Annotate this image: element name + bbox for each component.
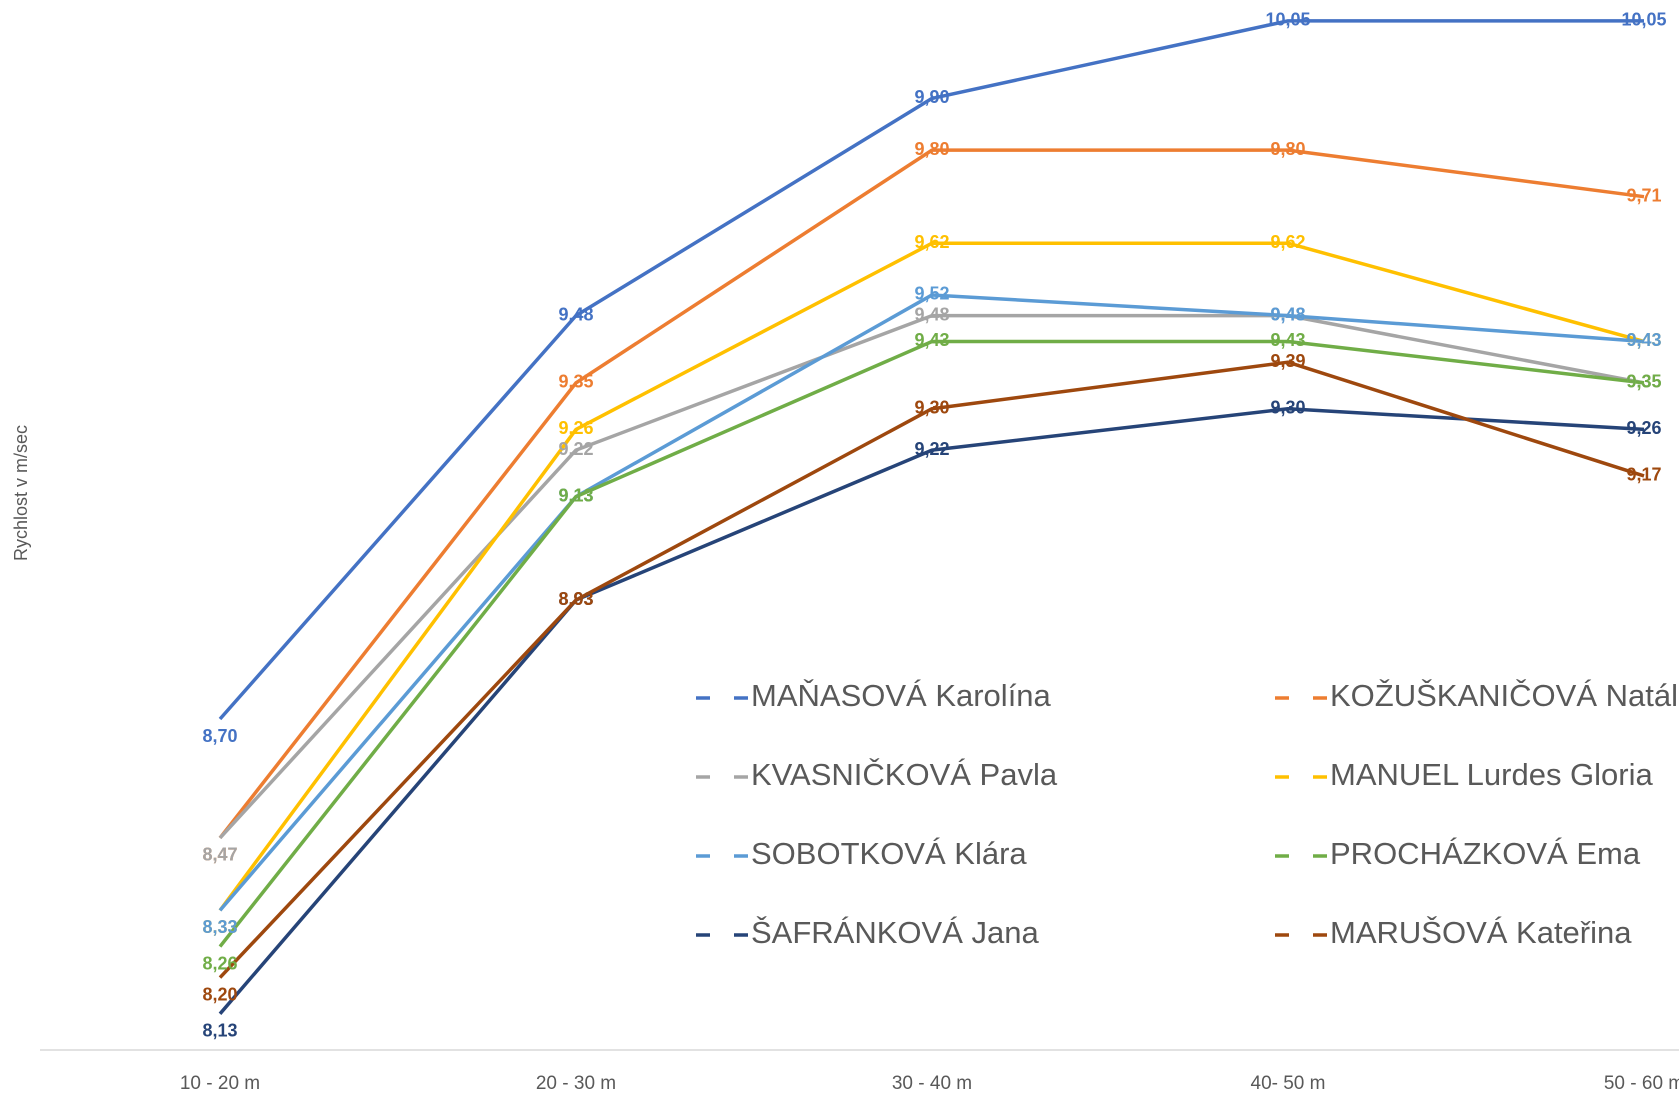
data-label: 9,43 — [1626, 330, 1661, 350]
data-label: 9,22 — [914, 439, 949, 459]
legend-label: ŠAFRÁNKOVÁ Jana — [751, 915, 1039, 950]
data-label: 9,26 — [1626, 418, 1661, 438]
x-tick-label: 20 - 30 m — [536, 1073, 616, 1094]
legend-label: KOŽUŠKANIČOVÁ Natálie — [1330, 678, 1679, 713]
data-label: 8,93 — [558, 589, 593, 609]
data-label: 9,52 — [914, 284, 949, 304]
data-label: 8,13 — [202, 1021, 237, 1041]
x-tick-label: 10 - 20 m — [180, 1073, 260, 1094]
data-label: 10,05 — [1265, 10, 1310, 30]
data-label: 9,13 — [558, 485, 593, 505]
data-label: 9,62 — [914, 232, 949, 252]
data-label: 9,39 — [1270, 351, 1305, 371]
data-label: 9,35 — [1626, 372, 1661, 392]
data-label: 9,48 — [914, 304, 949, 324]
data-label: 9,35 — [558, 372, 593, 392]
data-label: 10,05 — [1621, 10, 1666, 30]
legend-label: SOBOTKOVÁ Klára — [751, 836, 1027, 871]
data-label: 9,43 — [1270, 330, 1305, 350]
legend-label: PROCHÁZKOVÁ Ema — [1330, 836, 1641, 871]
data-label: 8,20 — [202, 984, 237, 1004]
data-label: 9,30 — [914, 397, 949, 417]
data-label: 9,17 — [1626, 465, 1661, 485]
legend-label: MARUŠOVÁ Kateřina — [1330, 915, 1632, 950]
data-label: 9,80 — [1270, 139, 1305, 159]
data-label: 9,30 — [1270, 397, 1305, 417]
data-label: 8,33 — [202, 917, 237, 937]
series-line — [218, 339, 1645, 948]
data-label: 9,43 — [914, 330, 949, 350]
data-label: 8,47 — [202, 845, 237, 865]
data-label: 9,48 — [1270, 304, 1305, 324]
series-line — [218, 19, 1644, 721]
legend-label: MANUEL Lurdes Gloria — [1330, 757, 1654, 792]
data-label: 8,47 — [202, 845, 237, 865]
x-tick-label: 40- 50 m — [1251, 1073, 1326, 1094]
y-axis-label: Rychlost v m/sec — [11, 425, 31, 561]
data-label: 9,80 — [914, 139, 949, 159]
data-label: 8,70 — [202, 726, 237, 746]
data-label: 8,93 — [558, 589, 593, 609]
data-label: 9,22 — [558, 439, 593, 459]
data-label: 9,62 — [1270, 232, 1305, 252]
series-line — [218, 293, 1645, 912]
data-label: 9,48 — [1270, 304, 1305, 324]
data-label: 9,26 — [558, 418, 593, 438]
data-label: 8,33 — [202, 917, 237, 937]
data-label: 9,48 — [558, 304, 593, 324]
data-label: 8,26 — [202, 953, 237, 973]
series-line — [218, 406, 1645, 1015]
data-label: 9,35 — [1626, 372, 1661, 392]
series-line — [218, 360, 1645, 979]
data-label: 9,43 — [1626, 330, 1661, 350]
legend-label: KVASNIČKOVÁ Pavla — [751, 757, 1058, 792]
x-tick-label: 50 - 60 m — [1604, 1073, 1679, 1094]
series-line — [218, 148, 1645, 840]
series-line — [218, 241, 1645, 912]
series-line — [218, 313, 1645, 840]
x-tick-label: 30 - 40 m — [892, 1073, 972, 1094]
data-label: 9,13 — [558, 485, 593, 505]
data-label: 9,71 — [1626, 185, 1661, 205]
data-label: 9,90 — [914, 87, 949, 107]
legend-label: MAŇASOVÁ Karolína — [751, 678, 1052, 713]
